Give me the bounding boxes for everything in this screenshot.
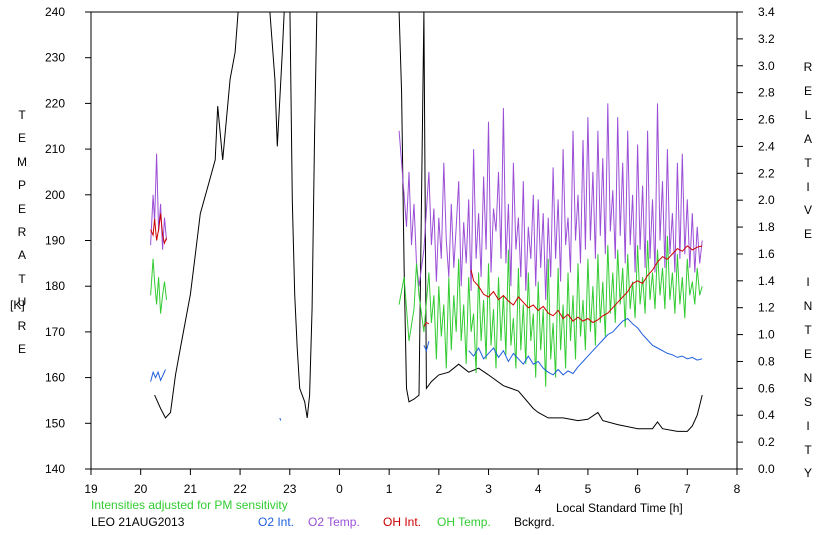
ticks: 19 20 21 22 23 0 1 2 3 4 5 6 7 8140150160170180190200… [45, 5, 775, 496]
x-tick-label: 3 [485, 482, 492, 496]
right-axis-title-letter: E [803, 83, 812, 98]
legend-item: OH Temp. [437, 515, 491, 529]
series-line-oh-temp [150, 235, 703, 387]
y-right-tick-label: 2.2 [758, 166, 775, 180]
left-axis-title-letter: R [17, 225, 27, 240]
x-tick-label: 2 [436, 482, 443, 496]
right-axis-title-letter: I [806, 179, 810, 194]
left-axis-title-letter: U [17, 295, 27, 310]
y-right-tick-label: 1.0 [758, 328, 775, 342]
y-right-tick-label: 2.6 [758, 113, 775, 127]
y-left-tick-label: 170 [45, 325, 65, 339]
y-right-tick-label: 3.2 [758, 32, 775, 46]
y-left-tick-label: 150 [45, 416, 65, 430]
y-right-tick-label: 2.8 [758, 86, 775, 100]
y-left-tick-label: 240 [45, 5, 65, 19]
right-axis-title-letter: N [803, 299, 813, 314]
left-axis-unit: [K] [10, 298, 25, 312]
x-tick-label: 1 [386, 482, 393, 496]
x-tick-label: 0 [336, 482, 343, 496]
y-left-tick-label: 140 [45, 462, 65, 476]
y-left-tick-label: 230 [45, 51, 65, 65]
left-axis-title-letter: A [17, 248, 26, 263]
right-axis-title-letter: A [803, 131, 812, 146]
x-tick-label: 7 [684, 482, 691, 496]
y-right-tick-label: 0.4 [758, 408, 775, 422]
y-right-tick-label: 3.0 [758, 59, 775, 73]
y-right-tick-label: 0.2 [758, 435, 775, 449]
series-line-o2-temp [150, 103, 703, 300]
right-axis-title-letter: E [803, 227, 812, 242]
x-tick-label: 19 [84, 482, 98, 496]
right-axis-title-letter: T [804, 442, 812, 457]
left-axis-title-letter: E [17, 201, 26, 216]
left-axis-title-letter: M [17, 154, 27, 169]
right-axis-title-letter: N [803, 370, 813, 385]
y-right-tick-label: 2.0 [758, 193, 775, 207]
right-axis-title-letter: E [803, 346, 812, 361]
right-axis-title-letter: T [804, 155, 812, 170]
right-axis-title-letter: V [803, 203, 812, 218]
right-axis-title-letter: R [803, 60, 813, 74]
right-axis-title-letter [800, 247, 816, 271]
station-label: LEO 21AUG2013 [91, 515, 185, 529]
legend-item: OH Int. [383, 515, 422, 529]
x-tick-label: 5 [585, 482, 592, 496]
y-left-tick-label: 180 [45, 279, 65, 293]
left-axis-title-letter: E [17, 342, 26, 357]
x-tick-label: 21 [184, 482, 198, 496]
left-axis-title-letter: P [17, 178, 26, 193]
y-right-tick-label: 0.0 [758, 462, 775, 476]
y-right-tick-label: 1.8 [758, 220, 775, 234]
legend-item: O2 Temp. [308, 515, 360, 529]
y-right-tick-label: 2.4 [758, 139, 775, 153]
y-right-tick-label: 1.4 [758, 274, 775, 288]
y-left-tick-label: 190 [45, 234, 65, 248]
x-tick-label: 4 [535, 482, 542, 496]
left-axis-title-letter: T [18, 271, 26, 286]
y-left-tick-label: 220 [45, 96, 65, 110]
series-layer [150, 12, 703, 432]
y-right-tick-label: 1.6 [758, 247, 775, 261]
x-tick-label: 22 [233, 482, 247, 496]
series-line-o2-int [150, 317, 703, 421]
left-axis-title-letter: R [17, 318, 27, 333]
right-axis-title-letter: Y [803, 466, 812, 481]
x-axis-title: Local Standard Time [h] [556, 501, 683, 515]
legend-item: O2 Int. [258, 515, 295, 529]
right-axis-title-letter: S [803, 394, 812, 409]
sensitivity-note: Intensities adjusted for PM sensitivity [91, 498, 288, 512]
y-right-tick-label: 3.4 [758, 5, 775, 19]
x-tick-label: 8 [734, 482, 741, 496]
y-left-tick-label: 160 [45, 371, 65, 385]
x-tick-label: 23 [283, 482, 297, 496]
right-axis-title-letter: T [804, 322, 812, 337]
right-axis-title-letter: L [804, 107, 812, 122]
series-line-oh-int [150, 213, 703, 327]
y-right-tick-label: 0.6 [758, 381, 775, 395]
left-axis-title-letter: T [18, 108, 26, 122]
y-left-tick-label: 200 [45, 188, 65, 202]
x-tick-label: 6 [634, 482, 641, 496]
x-tick-label: 20 [134, 482, 148, 496]
right-axis-title-letter: I [806, 418, 810, 433]
left-axis-title-letter: E [17, 131, 26, 146]
legend-item: Bckgrd. [514, 515, 555, 529]
y-right-tick-label: 1.2 [758, 301, 775, 315]
y-right-tick-label: 0.8 [758, 354, 775, 368]
right-axis-title-letter: I [806, 275, 810, 290]
series-line-bckgrd [154, 12, 703, 432]
y-left-tick-label: 210 [45, 142, 65, 156]
